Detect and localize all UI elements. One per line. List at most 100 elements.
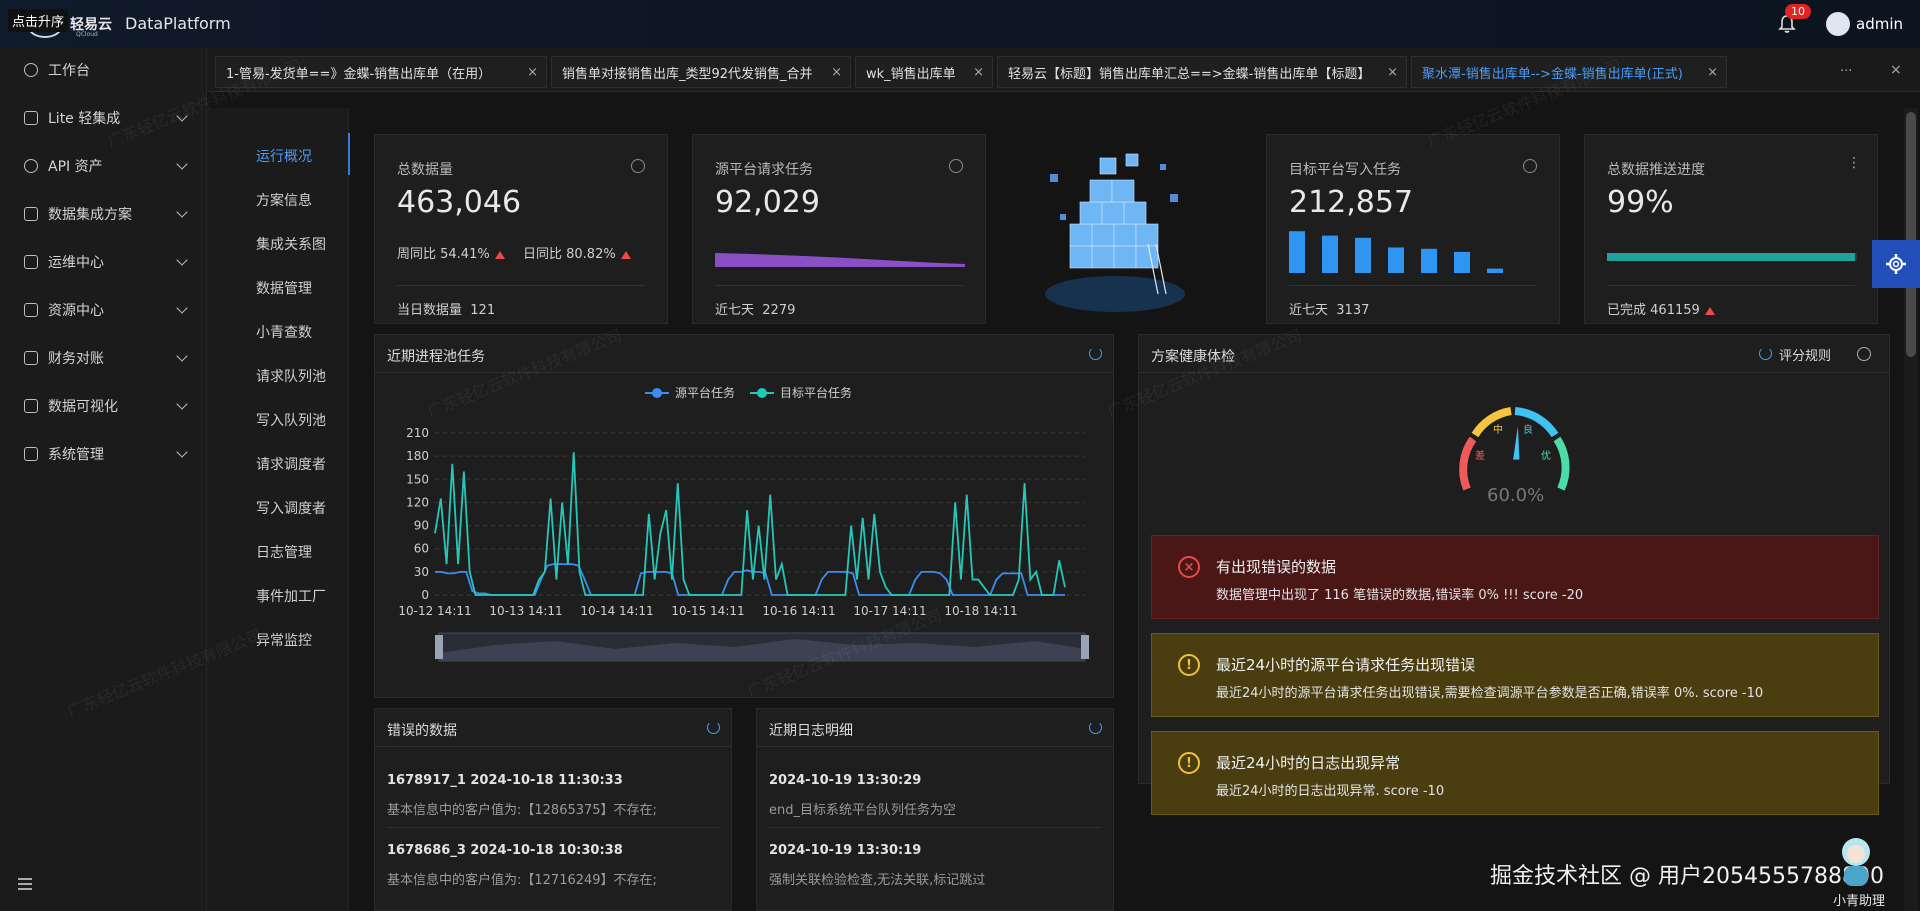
scrollbar-thumb[interactable]	[1906, 112, 1916, 357]
legend-marker	[757, 388, 767, 398]
close-icon[interactable]: ×	[973, 64, 984, 80]
foot-value: 121	[470, 303, 496, 318]
sort-ascending-badge[interactable]: 点击升序	[8, 9, 69, 32]
alert-desc: 数据管理中出现了 116 笔错误的数据,错误率 0% !!! score -20	[1216, 588, 1584, 603]
info-icon[interactable]	[949, 159, 963, 173]
sidebar-item-label: 资源中心	[48, 303, 104, 319]
subnav-item[interactable]: 集成关系图	[256, 237, 326, 253]
stat-card-progress: 总数据推送进度 ⋮ 99% 已完成 461159	[1584, 134, 1878, 324]
user-name[interactable]: admin	[1856, 15, 1903, 33]
clock-icon	[24, 63, 38, 77]
log-item-time[interactable]: 2024-10-19 13:30:29	[769, 773, 922, 788]
info-icon[interactable]	[1523, 159, 1537, 173]
sidebar-item-label: API 资产	[48, 159, 103, 175]
system-icon	[24, 447, 38, 461]
tab-bar: 1-管易-发货单==》金蝶-销售出库单（在用） × 销售单对接销售出库_类型92代…	[207, 48, 1920, 92]
assistant-label[interactable]: 小青助理	[1833, 894, 1886, 909]
top-bar: 点击升序 轻易云 QCloud DataPlatform 10 admin	[0, 0, 1920, 48]
score-rules-link[interactable]: 评分规则	[1779, 349, 1832, 364]
stat-card-target: 目标平台写入任务 212,857 近七天 3137	[1266, 134, 1560, 324]
refresh-icon[interactable]	[707, 721, 720, 734]
help-icon[interactable]	[1857, 347, 1871, 361]
lite-icon	[24, 111, 38, 125]
foot-label: 近七天	[1289, 303, 1329, 318]
close-icon[interactable]: ×	[1387, 64, 1398, 80]
more-icon[interactable]: ⋮	[1847, 155, 1861, 171]
sidebar-item-lite[interactable]: Lite 轻集成	[0, 96, 207, 140]
stat-footer: 当日数据量 121	[397, 299, 495, 318]
sidebar-item-api[interactable]: API 资产	[0, 144, 207, 188]
sidebar-item-label: 数据可视化	[48, 399, 118, 415]
zoom-handle-right[interactable]	[1081, 635, 1089, 659]
tab-3[interactable]: wk_销售出库单 ×	[855, 56, 993, 88]
panel-title: 近期日志明细	[769, 723, 853, 739]
subnav-item[interactable]: 数据管理	[256, 281, 312, 297]
error-item-time[interactable]: 1678686_3 2024-10-18 10:30:38	[387, 843, 623, 858]
sidebar-item-visualization[interactable]: 数据可视化	[0, 384, 207, 428]
finance-icon	[24, 351, 38, 365]
subnav-item[interactable]: 异常监控	[256, 633, 312, 649]
subnav-item[interactable]: 请求调度者	[256, 457, 326, 473]
sidebar-item-resource[interactable]: 资源中心	[0, 288, 207, 332]
error-item-time[interactable]: 1678917_1 2024-10-18 11:30:33	[387, 773, 623, 788]
chevron-down-icon	[176, 446, 188, 458]
stat-value: 212,857	[1289, 185, 1414, 220]
collapse-menu-icon[interactable]	[18, 878, 32, 890]
refresh-icon[interactable]	[1089, 347, 1102, 360]
subnav-item[interactable]: 小青查数	[256, 325, 312, 341]
subnav-item[interactable]: 请求队列池	[256, 369, 326, 385]
legend-label[interactable]: 源平台任务	[675, 385, 735, 400]
y-tick-label: 120	[406, 495, 429, 509]
tab-4[interactable]: 轻易云【标题】销售出库单汇总==>金蝶-销售出库单【标题】 ×	[997, 56, 1407, 88]
sidebar-item-workbench[interactable]: 工作台	[0, 48, 207, 92]
refresh-icon[interactable]	[1759, 347, 1772, 360]
warning-icon: !	[1178, 654, 1200, 676]
more-tabs-icon[interactable]: ···	[1840, 64, 1853, 79]
logo-subtext: QCloud	[76, 31, 98, 38]
assistant-avatar[interactable]	[1832, 832, 1880, 888]
alert-title: 有出现错误的数据	[1216, 558, 1337, 576]
tab-1[interactable]: 1-管易-发货单==》金蝶-销售出库单（在用） ×	[215, 56, 547, 88]
subnav-item[interactable]: 日志管理	[256, 545, 312, 561]
subnav-item[interactable]: 运行概况	[256, 149, 312, 165]
close-all-icon[interactable]: ×	[1890, 62, 1902, 78]
avatar[interactable]	[1826, 12, 1850, 36]
close-icon[interactable]: ×	[831, 64, 842, 80]
log-item-time[interactable]: 2024-10-19 13:30:19	[769, 843, 922, 858]
zoom-shadow	[439, 639, 1085, 661]
error-item-desc: 基本信息中的客户值为:【12865375】不存在;	[387, 803, 657, 818]
tab-label: 聚水潭-销售出库单-->金蝶-销售出库单(正式)	[1422, 66, 1683, 82]
warning-icon: !	[1178, 752, 1200, 774]
alert-title: 最近24小时的日志出现异常	[1216, 754, 1401, 772]
stat-card-total: 总数据量 463,046 周同比 54.41% 日同比 80.82% 当日数据量…	[374, 134, 668, 324]
source-area-sparkline	[715, 253, 965, 267]
sidebar-item-integration[interactable]: 数据集成方案	[0, 192, 207, 236]
zoom-slider[interactable]	[435, 632, 1089, 662]
tab-2[interactable]: 销售单对接销售出库_类型92代发销售_合并 ×	[551, 56, 851, 88]
tab-label: 销售单对接销售出库_类型92代发销售_合并	[562, 66, 813, 82]
sidebar-item-ops[interactable]: 运维中心	[0, 240, 207, 284]
subnav-item[interactable]: 事件加工厂	[256, 589, 326, 605]
log-panel: 近期日志明细 2024-10-19 13:30:29 end_目标系统平台队列任…	[756, 708, 1114, 911]
sidebar-item-finance[interactable]: 财务对账	[0, 336, 207, 380]
y-tick-label: 180	[406, 449, 429, 463]
legend-label[interactable]: 目标平台任务	[780, 385, 852, 400]
zoom-handle-left[interactable]	[435, 635, 443, 659]
stat-footer: 近七天 3137	[1289, 299, 1369, 318]
y-tick-label: 150	[406, 472, 429, 486]
refresh-icon[interactable]	[1089, 721, 1102, 734]
notification-badge: 10	[1785, 4, 1811, 19]
info-icon[interactable]	[631, 159, 645, 173]
settings-button[interactable]	[1872, 240, 1920, 288]
sidebar: 工作台 Lite 轻集成 API 资产 数据集成方案 运维中心 资源中心 财务对…	[0, 48, 207, 911]
subnav-item[interactable]: 写入队列池	[256, 413, 326, 429]
close-icon[interactable]: ×	[527, 64, 538, 80]
stat-label: 源平台请求任务	[715, 162, 813, 178]
close-icon[interactable]: ×	[1707, 64, 1718, 80]
sidebar-item-system[interactable]: 系统管理	[0, 432, 207, 476]
subnav-item[interactable]: 方案信息	[256, 193, 312, 209]
subnav-item[interactable]: 写入调度者	[256, 501, 326, 517]
panel-header	[375, 335, 1113, 373]
panel-title: 错误的数据	[387, 723, 457, 739]
tab-5[interactable]: 聚水潭-销售出库单-->金蝶-销售出库单(正式) ×	[1411, 56, 1727, 88]
